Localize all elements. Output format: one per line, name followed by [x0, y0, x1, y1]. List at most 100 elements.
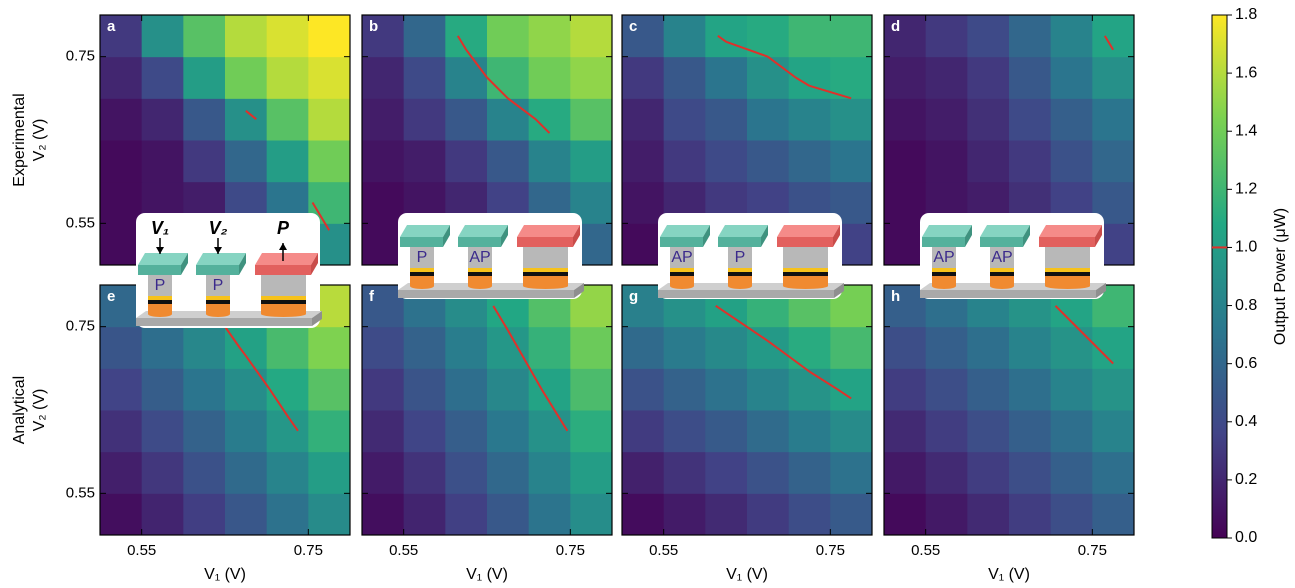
plate-front: [1039, 237, 1095, 247]
x-axis-label: V₁ (V): [726, 566, 768, 583]
pillar-stripe: [1045, 268, 1090, 272]
heat-cell: [267, 140, 309, 182]
heat-cell: [225, 493, 267, 535]
heat-cell: [926, 98, 968, 140]
pillar-stripe: [1045, 272, 1090, 276]
heat-cell: [570, 140, 612, 182]
heat-cell: [789, 140, 831, 182]
heat-cell: [267, 493, 309, 535]
colorbar-tick-label: 0.4: [1235, 413, 1257, 430]
heat-cell: [487, 140, 529, 182]
x-tick-label: 0.55: [911, 542, 940, 559]
heat-cell: [183, 493, 225, 535]
heat-cell: [705, 327, 747, 369]
heat-cell: [570, 327, 612, 369]
pillar-label: P: [735, 249, 746, 266]
y-axis-label: V₂ (V): [31, 119, 48, 162]
heat-cell: [664, 98, 706, 140]
heat-cell: [362, 410, 404, 452]
heat-cell: [747, 452, 789, 494]
substrate-front: [136, 318, 312, 326]
heat-cell: [967, 410, 1009, 452]
plate-top: [922, 225, 972, 237]
pillar-base: [670, 283, 694, 289]
pillar-label: P: [213, 277, 224, 294]
panel-letter: d: [891, 18, 900, 35]
heat-cell: [1092, 140, 1134, 182]
panel-letter: a: [107, 18, 116, 35]
y-tick-label: 0.75: [66, 48, 95, 65]
heat-cell: [570, 368, 612, 410]
heat-cell: [1051, 140, 1093, 182]
pillar-base: [728, 283, 752, 289]
heat-cell: [362, 98, 404, 140]
x-tick-label: 0.75: [294, 542, 323, 559]
heat-cell: [884, 182, 926, 224]
arrow-label: V₁: [151, 218, 169, 238]
pillar-base: [932, 283, 956, 289]
heat-cell: [622, 327, 664, 369]
heat-cell: [1051, 327, 1093, 369]
heat-cell: [225, 140, 267, 182]
x-tick-label: 0.75: [816, 542, 845, 559]
heat-cell: [183, 57, 225, 99]
row-label: Experimental: [11, 93, 28, 186]
heat-cell: [789, 452, 831, 494]
plate-front: [196, 265, 239, 275]
pillar-stripe: [523, 272, 568, 276]
heat-cell: [362, 327, 404, 369]
heat-cell: [926, 327, 968, 369]
pillar-stripe: [932, 268, 956, 272]
heat-cell: [884, 57, 926, 99]
plate-front: [980, 237, 1023, 247]
heat-cell: [747, 368, 789, 410]
heat-cell: [622, 57, 664, 99]
heat-cell: [967, 327, 1009, 369]
pillar-base: [410, 283, 434, 289]
colorbar-tick-label: 0.8: [1235, 297, 1257, 314]
heat-cell: [967, 493, 1009, 535]
pillar-stripe: [670, 272, 694, 276]
pillar-stripe: [728, 272, 752, 276]
heat-cell: [308, 327, 350, 369]
plate-front: [517, 237, 573, 247]
heat-cell: [967, 57, 1009, 99]
heat-cell: [225, 57, 267, 99]
heat-cell: [622, 452, 664, 494]
pillar-stripe: [728, 268, 752, 272]
heat-cell: [664, 410, 706, 452]
pillar-base: [468, 283, 492, 289]
heat-cell: [1009, 140, 1051, 182]
x-tick-label: 0.55: [649, 542, 678, 559]
pillar-stripe: [410, 268, 434, 272]
plate-top: [660, 225, 710, 237]
heat-cell: [1051, 15, 1093, 57]
heat-cell: [404, 368, 446, 410]
heat-cell: [308, 15, 350, 57]
heat-cell: [830, 98, 872, 140]
heat-cell: [622, 493, 664, 535]
plate-front: [777, 237, 833, 247]
pillar-base: [523, 283, 568, 289]
heat-cell: [570, 98, 612, 140]
x-axis-label: V₁ (V): [466, 566, 508, 583]
heat-cell: [926, 57, 968, 99]
heat-cell: [1051, 98, 1093, 140]
heat-cell: [747, 410, 789, 452]
pillar-stripe: [783, 268, 828, 272]
heat-cell: [529, 327, 571, 369]
heat-cell: [747, 327, 789, 369]
pillar-stripe: [261, 296, 306, 300]
page: {"chart_data": [ {"type": "heatmap", "pa…: [0, 0, 1295, 588]
pillar-stripe: [468, 272, 492, 276]
heat-cell: [100, 223, 142, 265]
heat-cell: [362, 182, 404, 224]
pillar-base: [206, 311, 230, 317]
heat-cell: [404, 15, 446, 57]
heat-cell: [926, 368, 968, 410]
heat-cell: [664, 327, 706, 369]
heat-cell: [622, 182, 664, 224]
heat-cell: [705, 452, 747, 494]
heat-cell: [664, 57, 706, 99]
